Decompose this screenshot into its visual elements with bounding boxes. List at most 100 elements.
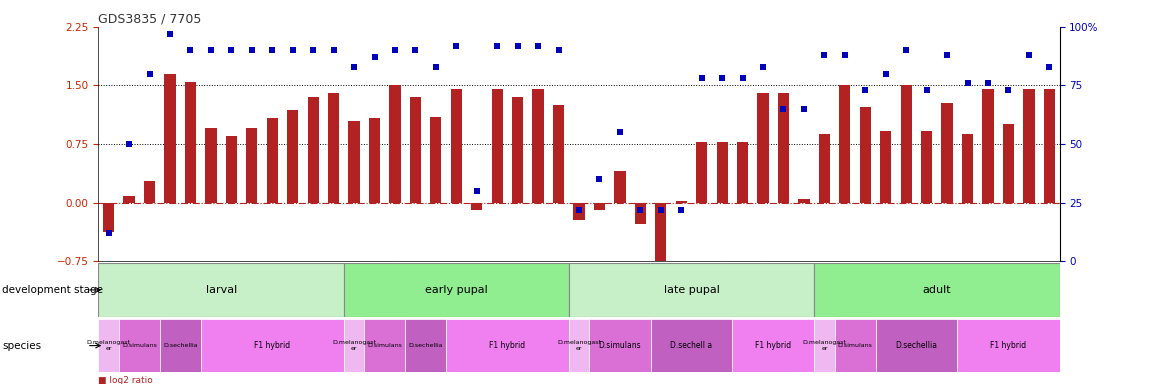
Bar	[1043, 89, 1055, 203]
Bar	[410, 97, 422, 203]
Bar	[349, 121, 360, 203]
Bar	[840, 86, 850, 203]
Point	[263, 47, 281, 53]
Point	[692, 75, 711, 81]
Bar	[921, 131, 932, 203]
Bar	[308, 97, 318, 203]
Bar	[124, 196, 134, 203]
Text: D.melanogast
er: D.melanogast er	[557, 340, 601, 351]
Bar	[1003, 124, 1014, 203]
Bar	[962, 134, 973, 203]
Point	[1020, 52, 1039, 58]
Bar	[144, 181, 155, 203]
Point	[100, 230, 118, 236]
Point	[406, 47, 425, 53]
Bar	[941, 103, 953, 203]
Text: F1 hybrid: F1 hybrid	[990, 341, 1026, 350]
Point	[549, 47, 567, 53]
Bar	[875, 319, 958, 372]
Point	[508, 43, 527, 49]
Bar	[635, 203, 646, 224]
Point	[345, 64, 364, 70]
Bar	[814, 263, 1060, 317]
Point	[365, 54, 383, 60]
Bar	[344, 263, 569, 317]
Text: D.simulans: D.simulans	[122, 343, 156, 348]
Bar	[160, 319, 200, 372]
Bar	[200, 319, 344, 372]
Bar	[266, 118, 278, 203]
Point	[119, 141, 138, 147]
Point	[1040, 64, 1058, 70]
Point	[140, 71, 159, 77]
Point	[242, 47, 261, 53]
Text: F1 hybrid: F1 hybrid	[255, 341, 291, 350]
Point	[959, 80, 977, 86]
Point	[386, 47, 404, 53]
Bar	[675, 201, 687, 203]
Bar	[119, 319, 160, 372]
Bar	[589, 319, 651, 372]
Bar	[450, 89, 462, 203]
Text: larval: larval	[205, 285, 236, 295]
Bar	[365, 319, 405, 372]
Bar	[446, 319, 569, 372]
Text: late pupal: late pupal	[664, 285, 719, 295]
Point	[222, 47, 241, 53]
Bar	[569, 319, 589, 372]
Text: D.melanogast
er: D.melanogast er	[332, 340, 376, 351]
Point	[733, 75, 752, 81]
Text: D.sechellia: D.sechellia	[409, 343, 442, 348]
Point	[938, 52, 957, 58]
Bar	[226, 136, 237, 203]
Text: D.simulans: D.simulans	[367, 343, 402, 348]
Bar	[655, 203, 666, 265]
Point	[161, 31, 179, 37]
Bar	[814, 319, 835, 372]
Point	[836, 52, 855, 58]
Bar	[651, 319, 732, 372]
Point	[815, 52, 834, 58]
Point	[917, 87, 936, 93]
Bar	[247, 128, 257, 203]
Point	[284, 47, 302, 53]
Text: ■ log2 ratio: ■ log2 ratio	[98, 376, 153, 384]
Text: GDS3835 / 7705: GDS3835 / 7705	[98, 13, 201, 26]
Text: adult: adult	[923, 285, 951, 295]
Text: D.simulans: D.simulans	[599, 341, 642, 350]
Bar	[328, 93, 339, 203]
Bar	[982, 89, 994, 203]
Bar	[859, 107, 871, 203]
Bar	[471, 203, 483, 210]
Bar	[901, 86, 911, 203]
Text: development stage: development stage	[2, 285, 103, 295]
Bar	[405, 319, 446, 372]
Text: species: species	[2, 341, 42, 351]
Point	[856, 87, 874, 93]
Text: D.sechellia: D.sechellia	[163, 343, 198, 348]
Bar	[594, 203, 606, 210]
Bar	[835, 319, 875, 372]
Text: D.sechellia: D.sechellia	[895, 341, 938, 350]
Bar	[757, 93, 769, 203]
Point	[610, 129, 629, 136]
Text: D.melanogast
er: D.melanogast er	[802, 340, 846, 351]
Point	[979, 80, 997, 86]
Point	[181, 47, 199, 53]
Point	[447, 43, 466, 49]
Text: D.sechell a: D.sechell a	[670, 341, 712, 350]
Bar	[369, 118, 380, 203]
Point	[754, 64, 772, 70]
Point	[591, 176, 609, 182]
Point	[713, 75, 732, 81]
Bar	[717, 142, 727, 203]
Bar	[185, 81, 196, 203]
Bar	[798, 199, 809, 203]
Text: early pupal: early pupal	[425, 285, 488, 295]
Point	[631, 207, 650, 213]
Bar	[389, 86, 401, 203]
Bar	[958, 319, 1060, 372]
Point	[324, 47, 343, 53]
Point	[303, 47, 322, 53]
Bar	[533, 89, 544, 203]
